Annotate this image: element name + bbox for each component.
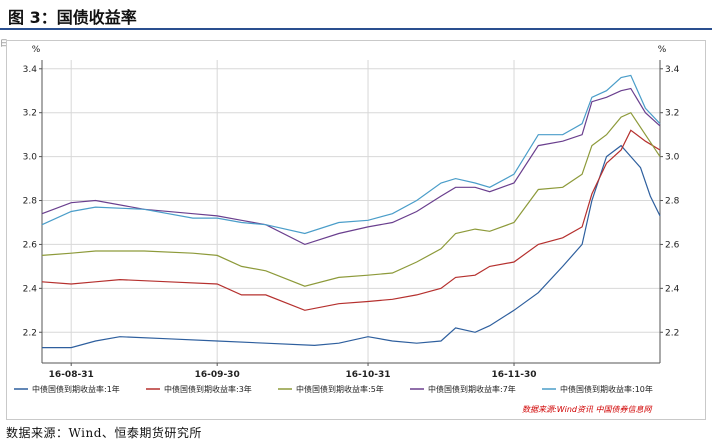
grid-lines (42, 60, 660, 363)
legend-label: 中债国债到期收益率:7年 (428, 384, 516, 394)
x-tick-label: 16-11-30 (491, 370, 536, 380)
series-line-5 (41, 74, 661, 235)
y-tick-label-right: 2.8 (665, 197, 680, 207)
chart-source-note: 数据来源:Wind资讯 中国债券信息网 (522, 405, 653, 414)
legend-label: 中债国债到期收益率:5年 (296, 384, 384, 394)
series-line-3 (41, 111, 661, 287)
corner-mark: 日 (0, 39, 8, 48)
y-tick-label-left: 2.4 (23, 284, 38, 294)
y-tick-label-right: 3.4 (665, 65, 680, 75)
y-tick-label-right: 2.6 (665, 240, 680, 250)
axes: % % 2.2 2.2 2.4 2.4 2.6 2.6 2.8 2.8 3.0 3.0 3.2 3.2 3.… (23, 45, 680, 380)
y-tick-label-right: 2.4 (665, 284, 680, 294)
figure-title: 图 3：国债收益率 (8, 8, 137, 27)
legend: 中债国债到期收益率:1年 中债国债到期收益率:3年 中债国债到期收益率:5年 中债国债… (14, 384, 653, 394)
y-tick-label-left: 2.2 (23, 328, 37, 338)
y-tick-label-left: 2.6 (23, 240, 38, 250)
y-tick-label-left: 3.0 (23, 153, 38, 163)
x-tick-label: 16-10-31 (346, 370, 391, 380)
legend-label: 中债国债到期收益率:10年 (560, 384, 653, 394)
series-line-2 (41, 129, 661, 311)
y-tick-label-left: 3.4 (23, 65, 38, 75)
y-tick-label-right: 2.2 (665, 328, 679, 338)
y-unit-right: % (658, 45, 667, 55)
x-tick-label: 16-09-30 (195, 370, 240, 380)
title-divider (0, 28, 712, 30)
y-unit-left: % (32, 45, 41, 55)
legend-label: 中债国债到期收益率:1年 (32, 384, 120, 394)
legend-label: 中债国债到期收益率:3年 (164, 384, 252, 394)
yield-line-chart: % % 2.2 2.2 2.4 2.4 2.6 2.6 2.8 2.8 3.0 3.0 3.2 3.2 3.… (14, 45, 680, 414)
source-note: 数据来源：Wind、恒泰期货研究所 (6, 426, 202, 440)
series-line-1 (42, 144, 661, 349)
series-lines (41, 74, 661, 349)
y-tick-label-right: 3.0 (665, 153, 680, 163)
x-tick-label: 16-08-31 (49, 370, 94, 380)
y-tick-label-right: 3.2 (665, 109, 679, 119)
series-line-4 (41, 87, 661, 246)
y-tick-label-left: 3.2 (23, 109, 37, 119)
y-tick-label-left: 2.8 (23, 197, 38, 207)
